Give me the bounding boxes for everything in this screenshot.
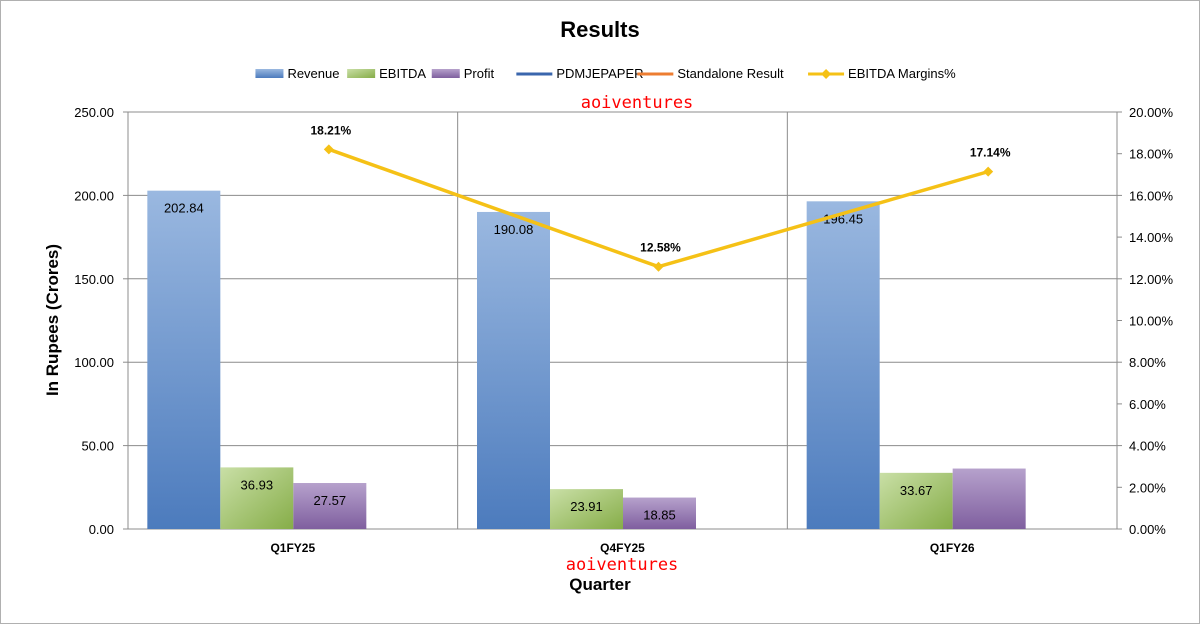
y2-tick-label: 8.00%	[1129, 355, 1166, 370]
category-label: Q1FY25	[270, 541, 315, 555]
y2-tick-label: 2.00%	[1129, 480, 1166, 495]
legend-swatch-profit	[431, 69, 460, 78]
y-tick-label: 0.00	[89, 522, 114, 537]
ebitda-margin-point	[983, 166, 994, 177]
gridlines	[127, 111, 1118, 530]
legend-label-revenue: Revenue	[287, 66, 339, 81]
y-tick-label: 100.00	[74, 355, 114, 370]
legend-marker-ebitda-margins-	[821, 69, 832, 79]
y-tick-label: 250.00	[74, 105, 114, 120]
y2-tick-label: 4.00%	[1129, 439, 1166, 454]
legend-swatch-revenue	[255, 69, 284, 78]
ebitda-margin-label: 12.58%	[640, 241, 681, 255]
profit-bar	[952, 468, 1026, 529]
y2-axis-ticks: 0.00% 2.00% 4.00% 6.00% 8.00% 10.00% 12.00% 14.…	[1117, 105, 1174, 537]
bar-value-label: 190.08	[494, 222, 534, 237]
legend-label-ebitda: EBITDA	[379, 66, 426, 81]
y2-tick-label: 18.00%	[1129, 147, 1174, 162]
legend-swatch-ebitda	[347, 69, 376, 78]
ebitda-margin-label: 17.14%	[970, 146, 1011, 160]
legend-label-profit: Profit	[464, 66, 495, 81]
ebitda-bar	[220, 467, 294, 529]
y2-tick-label: 16.00%	[1129, 188, 1174, 203]
profit-bar	[293, 483, 367, 529]
bar-value-label: 18.85	[643, 508, 676, 523]
bars: 202.8436.9327.57190.0823.9118.85196.4533…	[147, 190, 1026, 529]
y2-tick-label: 20.00%	[1129, 105, 1174, 120]
y-axis-title: In Rupees (Crores)	[43, 244, 62, 396]
revenue-bar	[477, 211, 550, 529]
bar-value-label: 27.57	[314, 493, 347, 508]
ebitda-bar	[550, 489, 623, 529]
bar-value-label: 202.84	[164, 201, 204, 216]
y2-tick-label: 0.00%	[1129, 522, 1166, 537]
profit-bar	[623, 497, 696, 529]
legend: Revenue EBITDA Profit PDMJEPAPER Standalone …	[255, 66, 956, 81]
ebitda-margin-point	[653, 261, 664, 272]
x-axis-title: Quarter	[569, 575, 631, 594]
y-tick-label: 150.00	[74, 272, 114, 287]
revenue-bar	[147, 190, 221, 529]
x-axis-categories: Q1FY25 Q4FY25 Q1FY26	[270, 541, 974, 555]
y-tick-label: 200.00	[74, 188, 114, 203]
bar-value-label: 23.91	[570, 499, 603, 514]
watermark-top: aoiventures	[581, 93, 694, 113]
chart-title: Results	[560, 17, 639, 42]
y-tick-label: 50.00	[81, 439, 114, 454]
y-axis-ticks: 0.00 50.00 100.00 150.00 200.00 250.00	[74, 105, 128, 537]
legend-label-pdmjepaper: PDMJEPAPER	[556, 66, 643, 81]
ebitda-margin-point	[323, 144, 334, 155]
ebitda-bar	[879, 472, 953, 529]
legend-label-ebitda-margins-: EBITDA Margins%	[848, 66, 956, 81]
y2-tick-label: 12.00%	[1129, 272, 1174, 287]
revenue-bar	[806, 201, 880, 529]
y2-tick-label: 14.00%	[1129, 230, 1174, 245]
category-label: Q1FY26	[930, 541, 975, 555]
margin-line: 18.21% 12.58% 17.14%	[310, 123, 1011, 272]
y2-tick-label: 10.00%	[1129, 314, 1174, 329]
bar-value-label: 33.67	[900, 483, 933, 498]
category-label: Q4FY25	[600, 541, 645, 555]
y2-tick-label: 6.00%	[1129, 397, 1166, 412]
ebitda-margin-label: 18.21%	[310, 123, 351, 137]
bar-value-label: 36.93	[241, 477, 274, 492]
legend-label-standalone-result: Standalone Result	[677, 66, 784, 81]
watermark-bottom: aoiventures	[566, 555, 679, 575]
